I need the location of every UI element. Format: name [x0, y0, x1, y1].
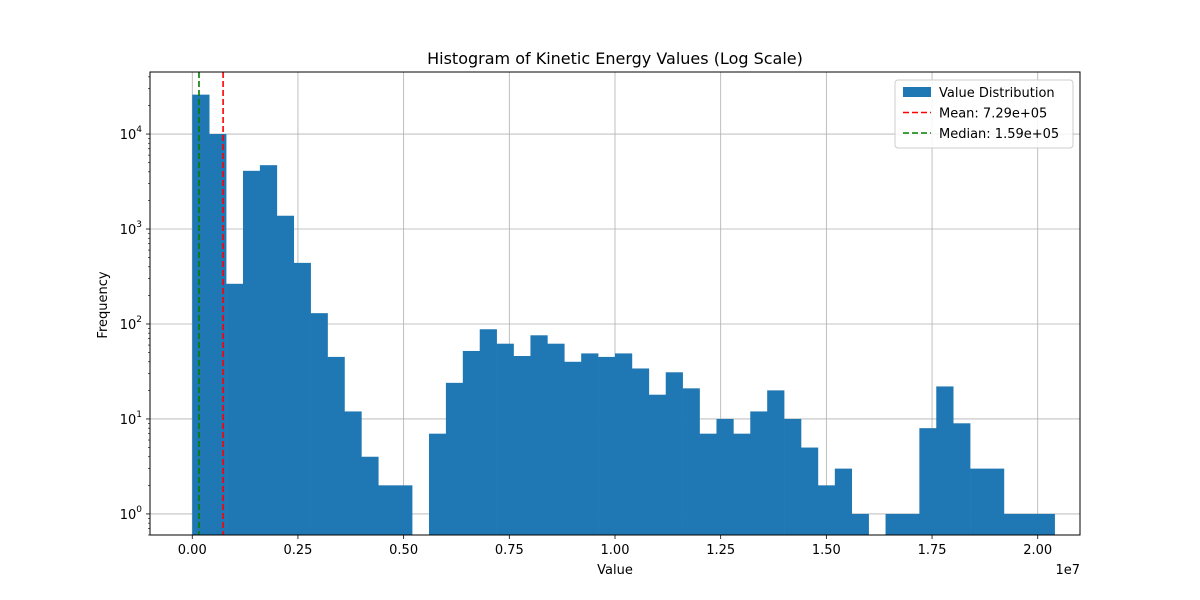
- histogram-bar: [259, 165, 278, 535]
- histogram-bar: [429, 433, 447, 535]
- histogram-bar: [987, 468, 1005, 535]
- histogram-bar: [530, 335, 548, 535]
- histogram-bar: [192, 94, 210, 535]
- legend-swatch: [903, 87, 931, 97]
- legend-label: Value Distribution: [939, 86, 1055, 101]
- histogram-bar: [344, 411, 362, 535]
- histogram-bar: [834, 468, 853, 535]
- histogram-bar: [970, 468, 988, 535]
- x-tick-label: 1.75: [918, 543, 947, 558]
- histogram-bar: [564, 361, 582, 535]
- histogram-bar: [817, 485, 836, 535]
- histogram-bar: [547, 343, 565, 535]
- histogram-bar: [209, 134, 227, 535]
- x-tick-label: 0.25: [283, 543, 312, 558]
- histogram-bars: [192, 94, 1055, 535]
- x-tick-label: 1.00: [601, 543, 630, 558]
- y-tick-label: 100: [120, 505, 143, 523]
- histogram-bar: [1037, 513, 1055, 535]
- legend-label: Median: 1.59e+05: [939, 127, 1059, 142]
- x-axis-offset-label: 1e7: [1055, 563, 1080, 578]
- histogram-bar: [276, 215, 295, 535]
- histogram-bar: [953, 423, 971, 535]
- histogram-bar: [699, 433, 717, 535]
- histogram-bar: [648, 394, 667, 535]
- x-tick-label: 0.50: [389, 543, 418, 558]
- histogram-bar: [395, 485, 413, 535]
- histogram-bar: [767, 390, 785, 535]
- histogram-bar: [581, 353, 599, 535]
- histogram-bar: [1020, 513, 1039, 535]
- histogram-bar: [631, 368, 650, 535]
- histogram-bar: [243, 170, 261, 535]
- y-tick-label: 102: [120, 315, 142, 333]
- histogram-bar: [361, 456, 379, 535]
- legend-label: Mean: 7.29e+05: [939, 107, 1047, 122]
- y-tick-label: 101: [120, 410, 142, 428]
- x-tick-label: 2.00: [1023, 543, 1052, 558]
- histogram-bar: [445, 382, 464, 535]
- histogram-bar: [327, 356, 345, 535]
- x-tick-label: 0.00: [178, 543, 207, 558]
- histogram-bar: [310, 313, 328, 535]
- reference-lines: [198, 72, 224, 535]
- histogram-bar: [936, 386, 954, 535]
- histogram-bar: [919, 428, 937, 535]
- histogram-bar: [496, 343, 514, 535]
- histogram-bar: [293, 262, 311, 535]
- x-axis-label: Value: [597, 563, 633, 578]
- histogram-bar: [750, 411, 768, 535]
- x-tick-label: 0.75: [495, 543, 524, 558]
- x-axis-ticks: 0.00 0.25 0.50 0.75 1.00 1.25 1.50 1.75 2.00: [178, 535, 1052, 558]
- chart-title: Histogram of Kinetic Energy Values (Log …: [427, 49, 803, 68]
- histogram-bar: [226, 283, 244, 535]
- x-tick-label: 1.50: [812, 543, 841, 558]
- histogram-bar: [733, 433, 751, 535]
- histogram-bar: [902, 513, 920, 535]
- histogram-bar: [885, 513, 903, 535]
- histogram-bar: [615, 353, 633, 535]
- histogram-bar: [682, 388, 700, 535]
- histogram-bar: [378, 485, 396, 535]
- histogram-bar: [513, 356, 531, 535]
- legend-box: [894, 79, 1074, 149]
- histogram-bar: [851, 513, 869, 535]
- y-tick-label: 103: [120, 220, 142, 238]
- histogram-bar: [716, 418, 734, 535]
- histogram-bar: [801, 447, 819, 535]
- x-tick-label: 1.25: [706, 543, 735, 558]
- histogram-bar: [1003, 513, 1022, 535]
- histogram-bar: [784, 418, 802, 535]
- histogram-bar: [479, 329, 497, 535]
- histogram-bar: [665, 372, 683, 535]
- y-tick-label: 104: [120, 125, 143, 143]
- y-axis-ticks: 100 101 102 103 104: [120, 76, 150, 536]
- legend: Value Distribution Mean: 7.29e+05 Median: …: [894, 79, 1074, 149]
- histogram-bar: [462, 350, 481, 535]
- histogram-bar: [598, 356, 616, 535]
- y-axis-label: Frequency: [96, 271, 111, 338]
